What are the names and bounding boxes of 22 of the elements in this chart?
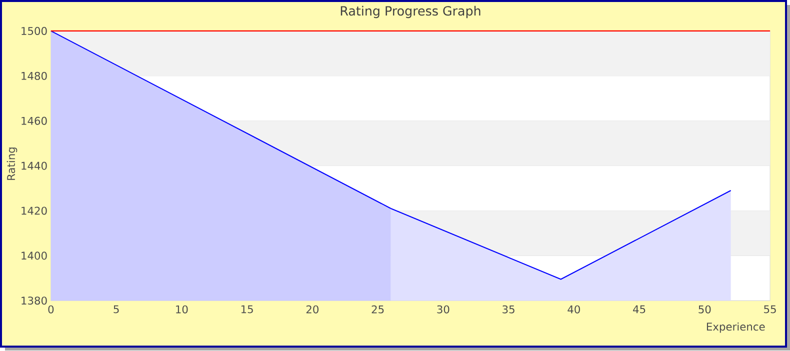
chart-title: Rating Progress Graph bbox=[340, 6, 480, 18]
x-tick-label: 35 bbox=[502, 306, 514, 314]
x-tick-label: 15 bbox=[241, 306, 253, 314]
x-tick-label: 40 bbox=[568, 306, 580, 314]
x-axis-title: Experience bbox=[706, 322, 765, 333]
x-tick-label: 20 bbox=[306, 306, 318, 314]
x-tick-label: 45 bbox=[633, 306, 646, 314]
y-tick-label: 1440 bbox=[22, 162, 47, 170]
y-tick-label: 1500 bbox=[22, 27, 47, 36]
x-tick-label: 5 bbox=[114, 306, 119, 314]
y-tick-label: 1380 bbox=[22, 296, 47, 305]
x-tick-label: 55 bbox=[764, 306, 776, 314]
y-tick-label: 1460 bbox=[22, 117, 47, 126]
x-tick-label: 10 bbox=[176, 306, 188, 314]
y-axis-title: Rating bbox=[6, 148, 18, 180]
y-tick-label: 1480 bbox=[22, 72, 47, 80]
y-tick-label: 1400 bbox=[22, 252, 47, 260]
x-tick-label: 50 bbox=[698, 306, 711, 314]
x-tick-label: 0 bbox=[48, 306, 54, 314]
y-tick-label: 1420 bbox=[22, 206, 47, 215]
x-tick-label: 25 bbox=[372, 306, 384, 314]
x-tick-label: 30 bbox=[437, 306, 450, 314]
